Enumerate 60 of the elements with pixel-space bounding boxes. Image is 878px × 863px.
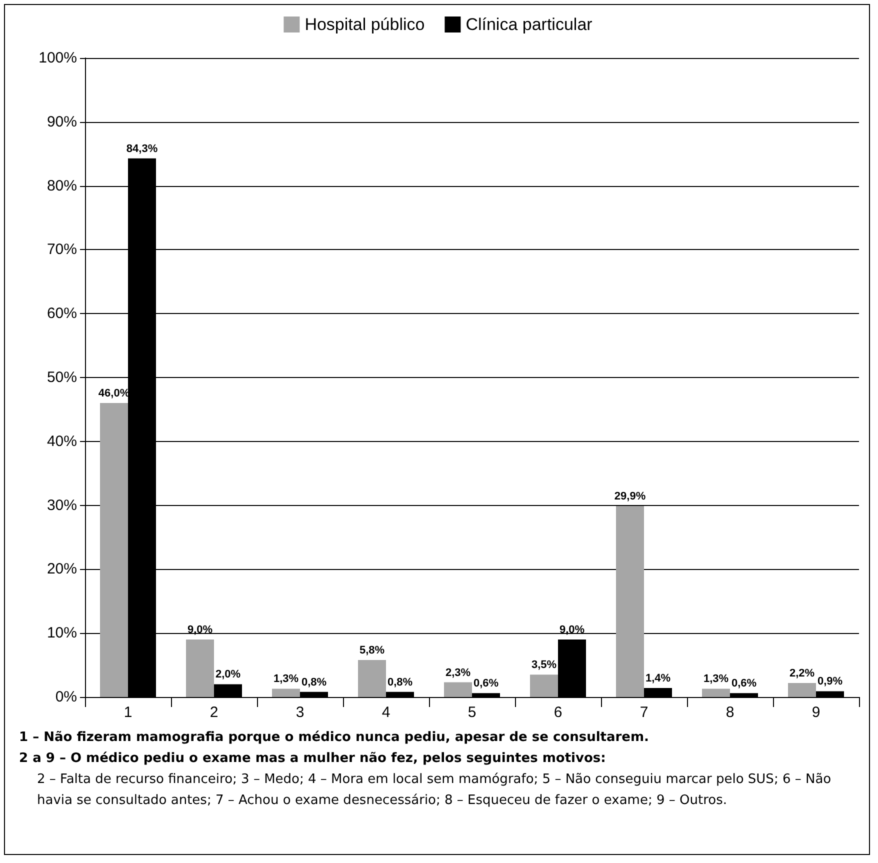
data-label: 0,9% (817, 676, 843, 688)
y-tick-label: 60% (46, 305, 77, 322)
x-tick-label: 4 (382, 704, 390, 721)
x-tick-label: 5 (468, 704, 476, 721)
y-tick-label: 90% (46, 113, 77, 130)
text: 2 – Falta de recurso financeiro; 3 – Medo; 4 – Mora em local sem mamógrafo; 5 – Não conseguiu marcar pelo SUS; 6 – Não havia se consultado antes; 7 – Achou o exame desnecessário; 8 – Esqueceu de fazer o exame; 9 – Outros. (36, 771, 832, 810)
data-label: 0,8% (301, 676, 327, 688)
data-label: 0,6% (731, 678, 757, 690)
bar (788, 682, 816, 697)
y-tick-label: 80% (46, 177, 77, 194)
bar (444, 682, 472, 697)
text: 2 a 9 – O médico pediu o exame mas a mulher não fez, pelos seguintes motivos: (19, 750, 607, 768)
data-label: 1,3% (703, 673, 729, 686)
bar (530, 674, 558, 697)
legend-label: Hospital público (304, 15, 425, 34)
x-tick-label: 9 (812, 704, 820, 721)
data-label: 1,4% (645, 672, 671, 685)
bar (300, 692, 328, 697)
bar (472, 693, 500, 697)
x-tick-label: 8 (726, 704, 734, 721)
legend-label: Clínica particular (466, 15, 593, 34)
bar (214, 684, 242, 697)
bar (272, 688, 300, 697)
y-tick-label: 100% (38, 50, 77, 66)
y-tick-label: 20% (46, 560, 77, 578)
y-tick-label: 40% (46, 432, 77, 450)
data-label: 2,3% (445, 666, 471, 679)
data-label: 5,8% (359, 644, 385, 656)
data-label: 84,3% (126, 142, 158, 155)
y-tick-label: 10% (46, 624, 77, 642)
x-tick-label: 3 (296, 704, 304, 721)
data-label: 3,5% (531, 659, 557, 672)
x-tick-label: 6 (554, 704, 562, 721)
bar (558, 639, 586, 697)
x-tick-label: 1 (124, 704, 132, 721)
x-tick-label: 2 (210, 704, 218, 721)
data-label: 2,2% (789, 667, 815, 680)
data-label: 1,3% (273, 673, 299, 686)
y-tick-label: 70% (46, 241, 77, 258)
data-label: 2,0% (215, 668, 241, 681)
bar (186, 639, 214, 697)
bar (730, 693, 758, 697)
x-tick-label: 7 (640, 704, 648, 721)
data-label: 9,0% (559, 624, 585, 636)
data-label: 46,0% (98, 388, 130, 400)
text: 1 – Não fizeram mamografia porque o médico nunca pediu, apesar de se consultarem. (19, 729, 650, 747)
data-label: 29,9% (614, 490, 646, 502)
data-label: 9,0% (187, 624, 213, 636)
data-label: 0,6% (473, 678, 499, 690)
y-tick-label: 0% (55, 688, 77, 706)
bar (644, 688, 672, 697)
bar (100, 403, 128, 697)
data-label: 0,8% (387, 676, 413, 688)
bar (816, 691, 844, 697)
bar (386, 692, 414, 697)
bar (702, 688, 730, 697)
y-tick-label: 50% (46, 369, 77, 386)
bar (616, 506, 644, 697)
bar (358, 660, 386, 697)
y-tick-label: 30% (46, 496, 77, 514)
